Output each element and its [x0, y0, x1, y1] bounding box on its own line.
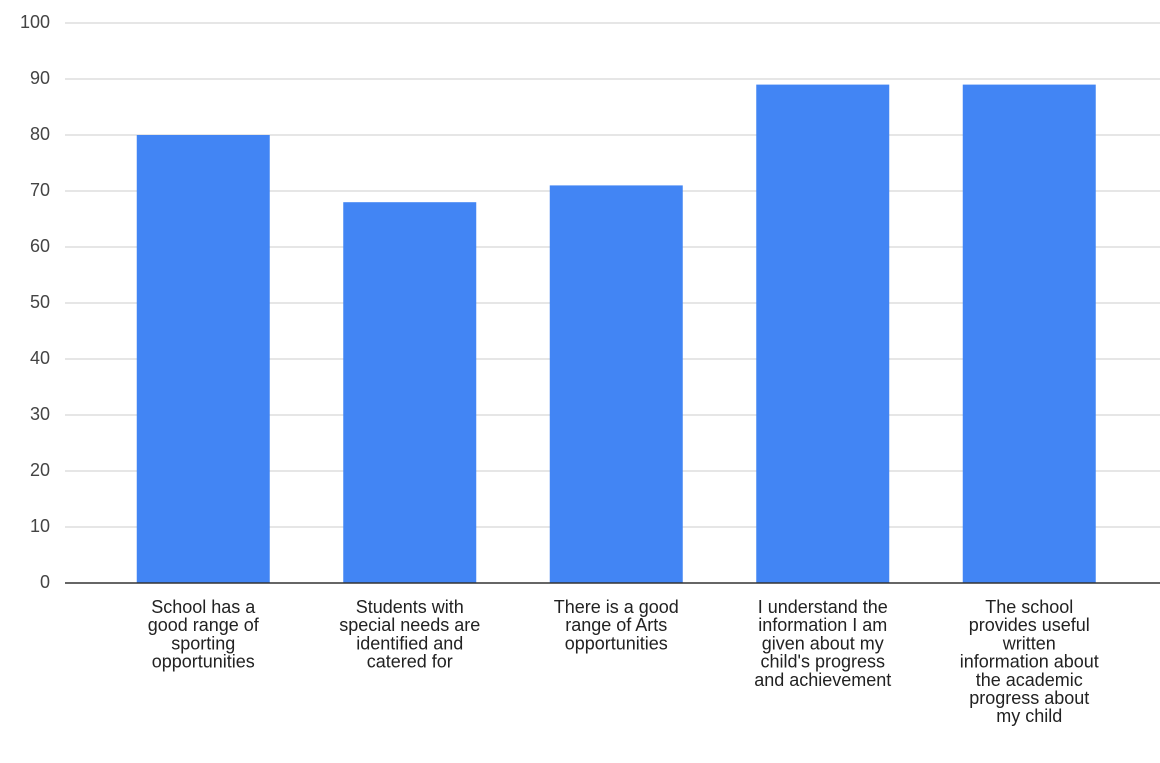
x-tick-label-line: opportunities [565, 633, 668, 653]
x-tick-label-line: information I am [758, 615, 887, 635]
x-tick-label-line: progress about [969, 688, 1089, 708]
x-tick-label-line: There is a good [554, 597, 679, 617]
y-tick-label: 100 [20, 12, 50, 32]
x-tick-label-line: information about [960, 652, 1099, 672]
x-tick-label-line: School has a [151, 597, 256, 617]
y-tick-label: 50 [30, 292, 50, 312]
x-axis-labels: School has a good range of sporting opportu… [148, 597, 1099, 726]
x-tick-label-line: provides useful [969, 615, 1090, 635]
y-tick-label: 70 [30, 180, 50, 200]
x-tick-label-line: given about my [762, 633, 884, 653]
x-tick-label-line: I understand the [758, 597, 888, 617]
y-tick-label: 30 [30, 404, 50, 424]
y-tick-label: 90 [30, 68, 50, 88]
x-tick-label-line: the academic [976, 670, 1083, 690]
x-tick-label-line: good range of [148, 615, 260, 635]
bar [343, 202, 477, 583]
y-tick-label: 20 [30, 460, 50, 480]
x-tick-label-line: my child [996, 706, 1062, 726]
x-tick-label: I understand the information I am given ab… [754, 597, 891, 690]
bar [756, 84, 890, 583]
x-tick-label-line: range of Arts [565, 615, 667, 635]
y-tick-label: 10 [30, 516, 50, 536]
x-tick-label: School has a good range of sporting opportu… [148, 597, 260, 672]
x-tick-label-line: Students with [356, 597, 464, 617]
y-tick-label: 0 [40, 572, 50, 592]
x-tick-label: The school provides useful written informat… [960, 597, 1099, 726]
y-tick-label: 80 [30, 124, 50, 144]
x-tick-label-line: identified and [356, 633, 463, 653]
y-axis-ticks: 0 10 20 30 40 50 60 70 80 90 100 [20, 12, 50, 592]
bars [136, 84, 1096, 583]
x-tick-label-line: child's progress [761, 652, 886, 672]
x-tick-label-line: opportunities [152, 652, 255, 672]
bar [962, 84, 1096, 583]
y-tick-label: 40 [30, 348, 50, 368]
x-tick-label: There is a good range of Arts opportunitie… [554, 597, 679, 653]
x-tick-label-line: and achievement [754, 670, 891, 690]
x-tick-label: Students with special needs are identified… [339, 597, 480, 672]
x-tick-label-line: catered for [367, 652, 453, 672]
bar [549, 185, 683, 583]
x-tick-label-line: sporting [171, 633, 235, 653]
bar [136, 135, 270, 583]
y-tick-label: 60 [30, 236, 50, 256]
x-tick-label-line: special needs are [339, 615, 480, 635]
x-tick-label-line: written [1002, 633, 1056, 653]
x-tick-label-line: The school [985, 597, 1073, 617]
